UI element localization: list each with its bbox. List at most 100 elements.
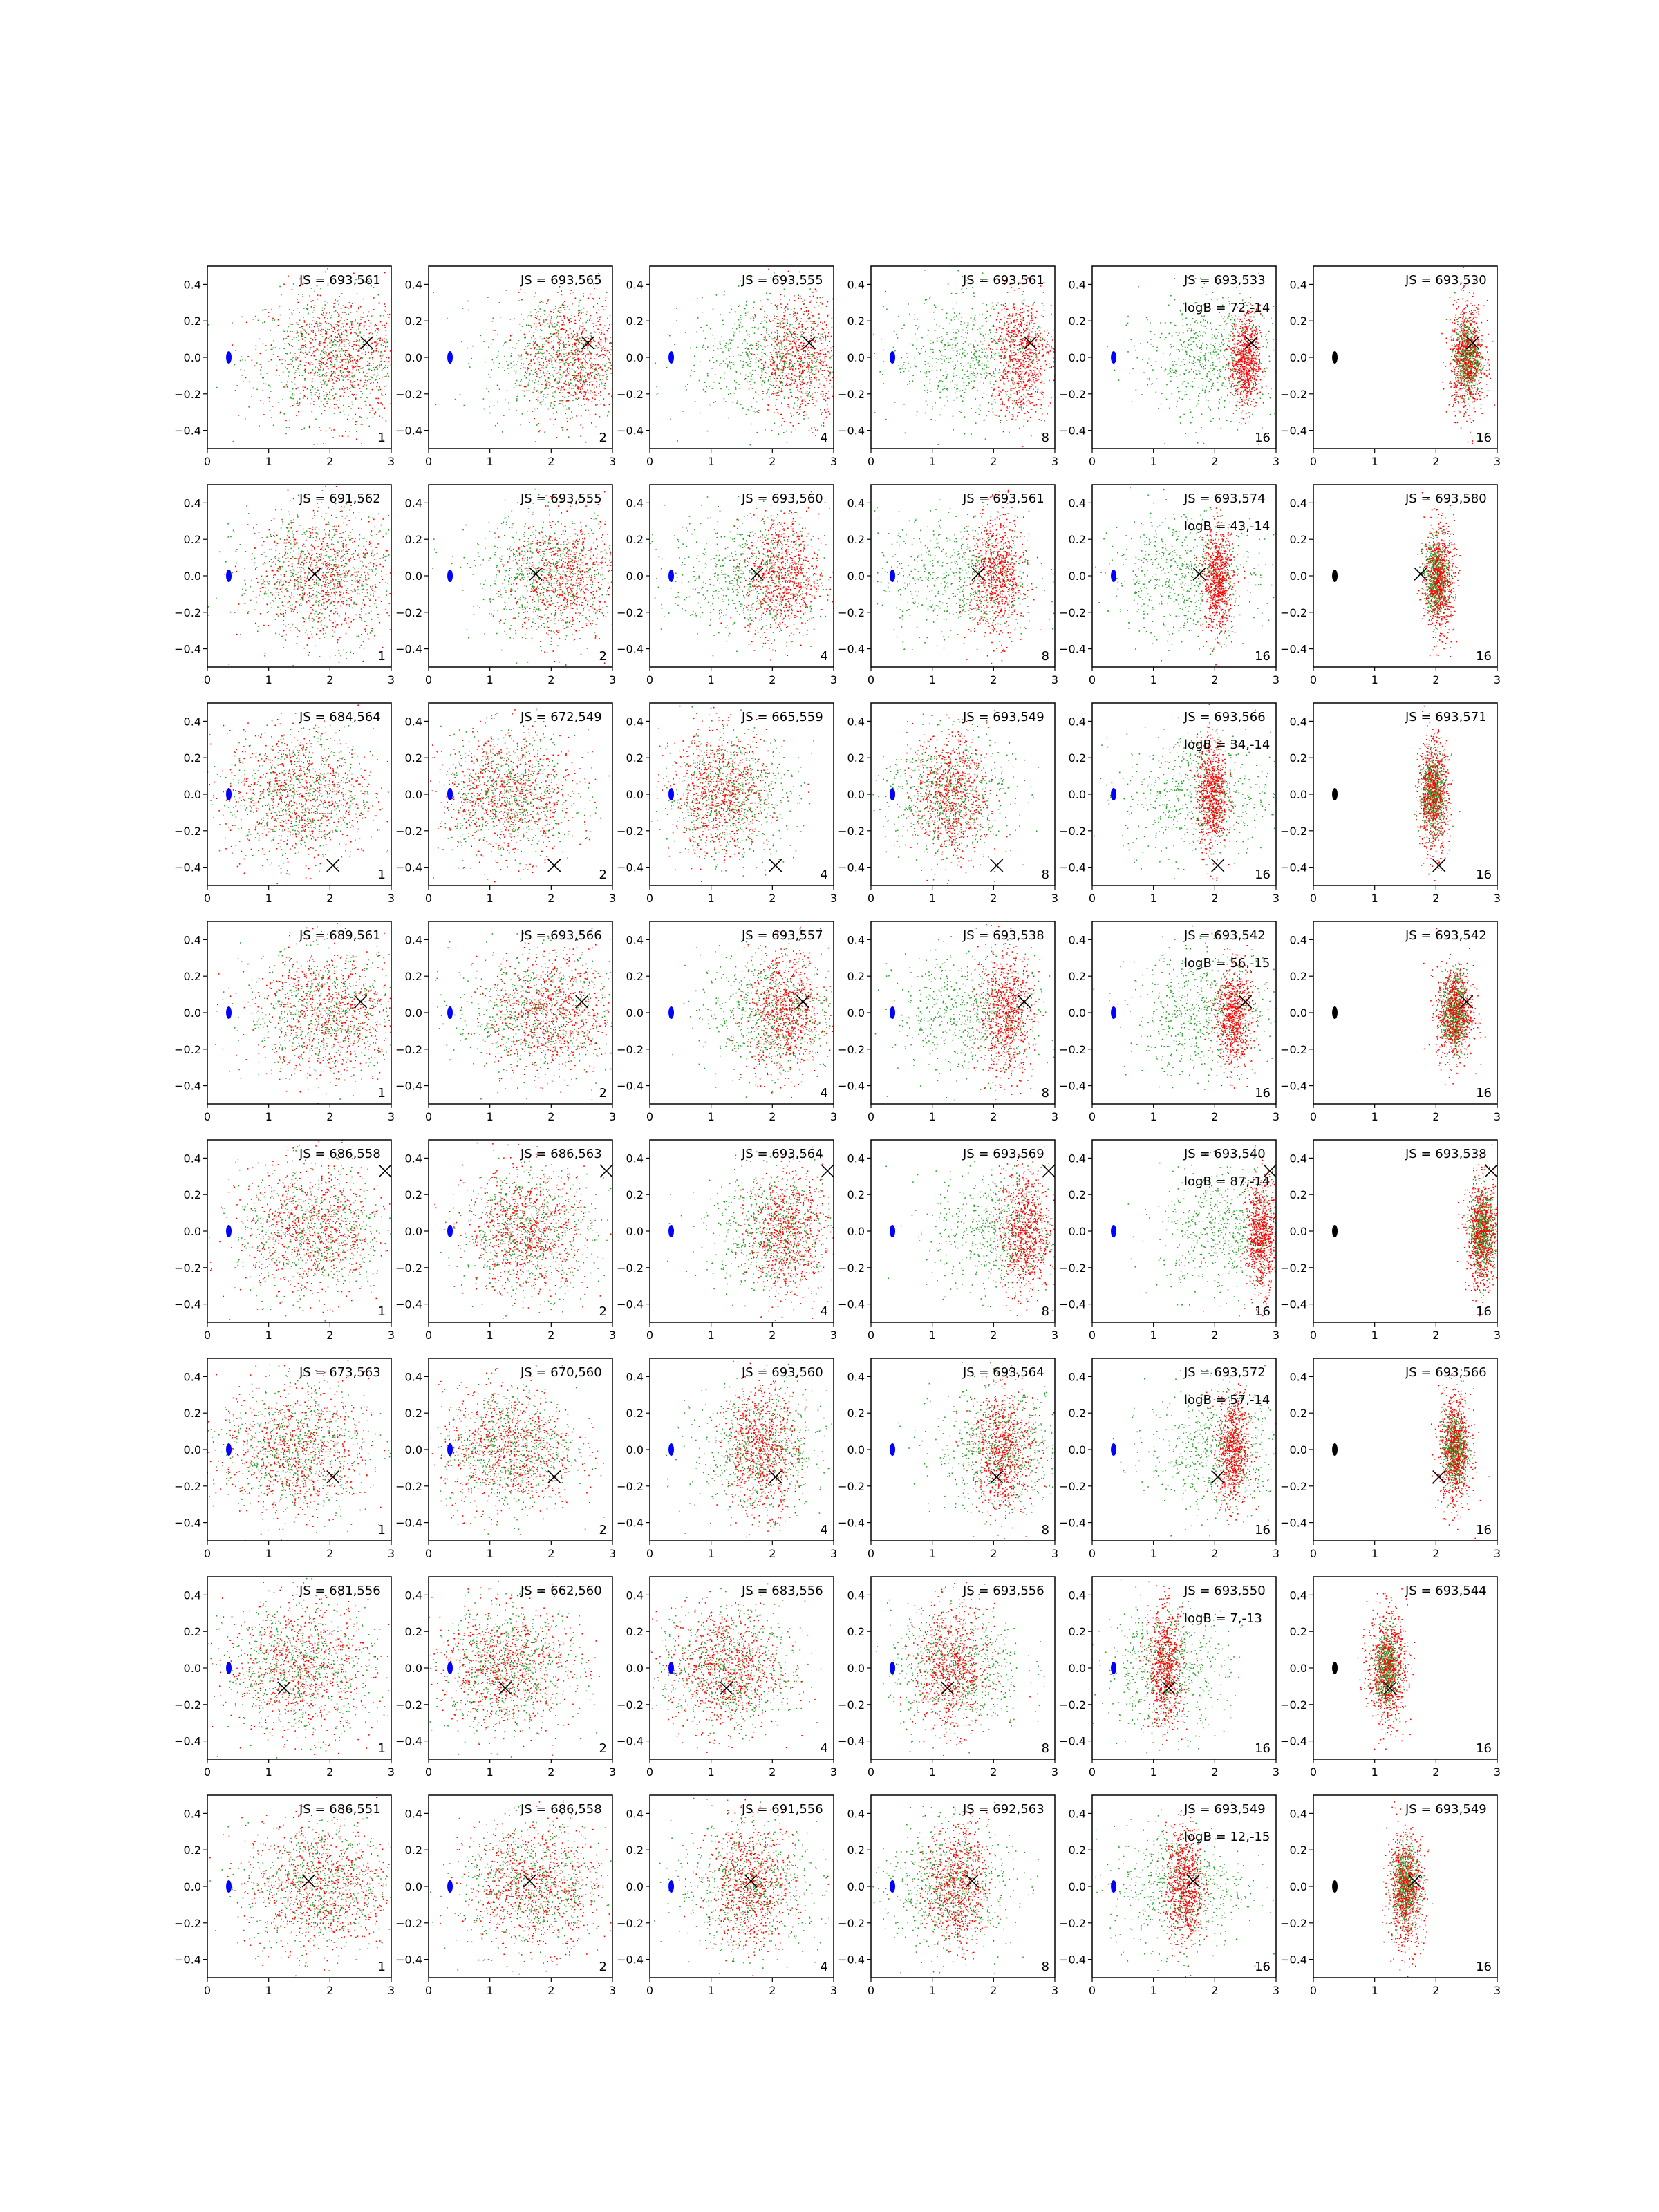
- green-point: [1010, 373, 1011, 374]
- red-point: [785, 306, 787, 308]
- red-point: [524, 391, 525, 392]
- green-point: [551, 317, 552, 319]
- red-point: [564, 309, 565, 310]
- green-point: [707, 431, 709, 432]
- green-point: [328, 349, 329, 350]
- red-point: [624, 322, 626, 324]
- green-point: [447, 423, 448, 424]
- green-point: [762, 384, 763, 386]
- red-point: [357, 379, 359, 381]
- y-tick-label: 0.2: [184, 315, 201, 328]
- red-point: [812, 362, 813, 364]
- green-point: [341, 346, 342, 347]
- green-point: [989, 329, 991, 330]
- green-point: [571, 315, 572, 316]
- green-point: [776, 364, 777, 365]
- green-point: [949, 324, 950, 325]
- red-point: [817, 297, 818, 299]
- green-point: [292, 398, 294, 400]
- red-point: [371, 370, 373, 371]
- green-point: [549, 315, 550, 316]
- green-point: [694, 356, 695, 357]
- red-point: [385, 346, 386, 348]
- red-point: [309, 427, 310, 429]
- green-point: [351, 375, 353, 377]
- red-point: [795, 368, 796, 370]
- green-point: [348, 308, 350, 309]
- green-point: [393, 326, 394, 328]
- red-point: [802, 326, 803, 328]
- red-point: [809, 365, 810, 366]
- red-point: [803, 351, 805, 353]
- green-point: [947, 400, 948, 402]
- red-point: [594, 331, 595, 332]
- green-point: [338, 304, 339, 306]
- green-point: [946, 332, 948, 334]
- green-point: [868, 337, 870, 339]
- red-point: [773, 350, 774, 351]
- green-point: [241, 369, 242, 371]
- red-point: [314, 326, 315, 328]
- green-point: [331, 430, 332, 431]
- red-point: [795, 321, 796, 322]
- green-point: [350, 321, 351, 323]
- green-point: [393, 383, 394, 384]
- red-point: [351, 385, 353, 386]
- green-point: [779, 427, 780, 428]
- red-point: [815, 429, 816, 431]
- green-point: [758, 344, 759, 345]
- red-point: [820, 359, 821, 361]
- green-point: [563, 357, 564, 358]
- green-point: [767, 299, 769, 301]
- green-point: [562, 304, 563, 306]
- red-point: [797, 400, 798, 401]
- red-point: [823, 385, 825, 386]
- red-point: [574, 357, 575, 358]
- green-point: [485, 362, 486, 363]
- green-point: [1011, 339, 1013, 341]
- green-point: [583, 382, 585, 384]
- green-point: [367, 315, 368, 317]
- green-point: [752, 327, 753, 328]
- red-point: [824, 321, 825, 323]
- red-point: [801, 324, 803, 326]
- green-point: [1037, 328, 1038, 330]
- red-point: [776, 316, 778, 317]
- green-point: [766, 393, 767, 395]
- green-point: [256, 362, 258, 364]
- red-point: [851, 346, 852, 347]
- green-point: [792, 355, 794, 357]
- red-point: [815, 323, 816, 324]
- green-point: [561, 294, 563, 296]
- green-point: [283, 413, 285, 415]
- green-point: [598, 310, 599, 311]
- red-point: [531, 327, 532, 328]
- green-point: [693, 365, 695, 366]
- green-point: [705, 338, 706, 339]
- red-point: [776, 393, 778, 394]
- green-point: [299, 391, 300, 392]
- green-point: [298, 335, 299, 337]
- red-point: [780, 382, 781, 383]
- green-point: [497, 423, 498, 424]
- red-point: [775, 341, 776, 343]
- green-point: [1025, 330, 1027, 332]
- red-point: [788, 406, 789, 407]
- red-point: [807, 388, 808, 389]
- red-point: [600, 355, 601, 356]
- red-point: [327, 345, 328, 346]
- green-point: [982, 303, 984, 304]
- red-point: [818, 370, 819, 371]
- green-point: [758, 328, 759, 330]
- green-point: [380, 315, 382, 317]
- red-point: [803, 343, 805, 344]
- red-point: [347, 387, 348, 388]
- green-point: [581, 369, 582, 371]
- green-point: [747, 343, 748, 344]
- green-point: [512, 348, 514, 349]
- red-point: [771, 365, 772, 366]
- red-point: [566, 355, 568, 356]
- green-point: [739, 325, 740, 326]
- x-tick-label: 2: [769, 455, 776, 468]
- red-point: [593, 326, 594, 328]
